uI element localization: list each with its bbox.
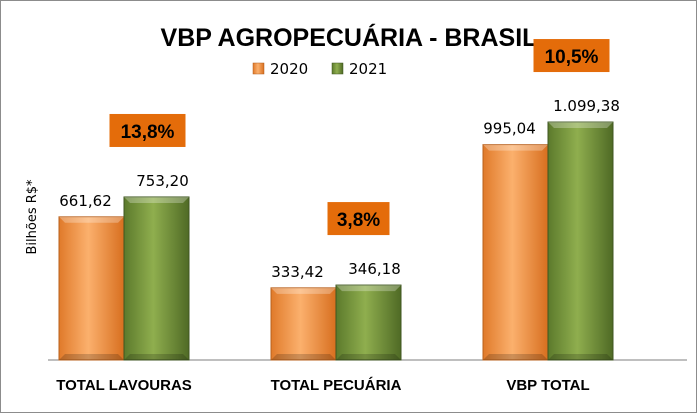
chart-title: VBP AGROPECUÁRIA - BRASIL [161,23,538,52]
legend: 2020 2021 [252,60,387,78]
value-label-vbp-total-2021: 1.099,38 [553,97,620,115]
value-label-vbp-total-2020: 995,04 [483,120,536,138]
bar-vbp-total-2021 [547,121,614,361]
value-label-total-pecuaria-2021: 346,18 [348,260,401,278]
y-axis-label: Bilhões R$* [25,179,40,255]
legend-label-2020: 2020 [270,60,308,78]
labels-layer: 661,62 753,20 TOTAL LAVOURAS 13,8% 333,42 346… [56,39,620,394]
growth-badge-total-lavouras: 13,8% [109,113,186,147]
bar-total-lavouras-2020 [58,216,125,361]
legend-swatch-2021 [331,62,344,75]
bar-vbp-total-2020 [482,144,549,361]
bars-layer [58,121,614,361]
bar-total-pecuaria-2020 [270,287,337,361]
value-label-total-lavouras-2020: 661,62 [59,192,112,210]
growth-badge-vbp-total: 10,5% [533,39,610,73]
value-label-total-lavouras-2021: 753,20 [136,172,189,190]
legend-label-2021: 2021 [349,60,387,78]
category-label-total-lavouras: TOTAL LAVOURAS [56,377,192,394]
growth-label-vbp-total: 10,5% [545,47,599,68]
category-label-vbp-total: VBP TOTAL [506,377,589,394]
growth-label-total-pecuaria: 3,8% [337,210,380,231]
bar-total-lavouras-2021 [123,196,190,361]
bar-total-pecuaria-2021 [335,284,402,361]
growth-badge-total-pecuaria: 3,8% [327,202,390,236]
growth-label-total-lavouras: 13,8% [121,122,175,143]
category-label-total-pecuaria: TOTAL PECUÁRIA [271,377,402,394]
value-label-total-pecuaria-2020: 333,42 [271,263,324,281]
legend-swatch-2020 [252,62,265,75]
